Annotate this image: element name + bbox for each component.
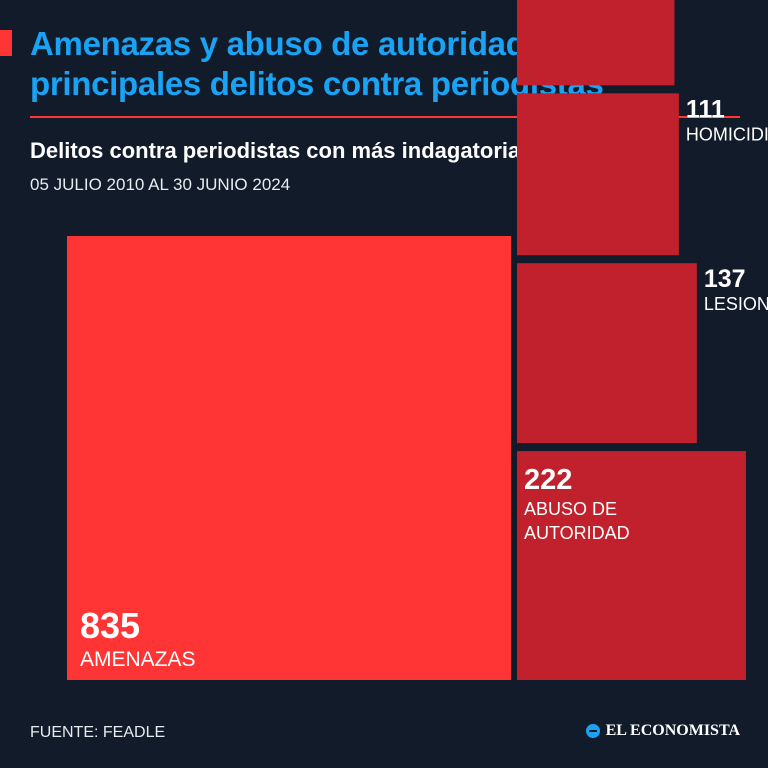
square-robo bbox=[517, 0, 675, 86]
date-range: 05 JULIO 2010 AL 30 JUNIO 2024 bbox=[30, 175, 291, 194]
category-label-lesiones: LESIONES bbox=[704, 294, 768, 314]
value-label-amenazas: 835 bbox=[80, 605, 140, 646]
square-lesiones bbox=[517, 263, 697, 444]
square-amenazas bbox=[67, 236, 511, 680]
value-label-abuso-de-autoridad: 222 bbox=[524, 464, 572, 496]
el-economista-logo-icon bbox=[585, 724, 600, 738]
value-label-homicidio: 111 bbox=[686, 95, 725, 123]
title-divider bbox=[30, 116, 740, 118]
category-label-homicidio: HOMICIDIO bbox=[686, 124, 768, 144]
title-accent-bar bbox=[0, 30, 12, 56]
value-label-lesiones: 137 bbox=[704, 265, 746, 293]
square-abuso-de-autoridad bbox=[517, 451, 746, 680]
category-label-amenazas: AMENAZAS bbox=[80, 648, 196, 671]
brand-name: EL ECONOMISTA bbox=[605, 722, 740, 739]
category-label-abuso-de-autoridad: ABUSO DE AUTORIDAD bbox=[524, 499, 630, 543]
source-note: FUENTE: FEADLE bbox=[30, 724, 166, 741]
square-homicidio bbox=[517, 93, 679, 256]
subtitle-text: Delitos contra periodistas con más indag… bbox=[30, 138, 533, 163]
brand-logo: EL ECONOMISTA bbox=[585, 722, 740, 740]
